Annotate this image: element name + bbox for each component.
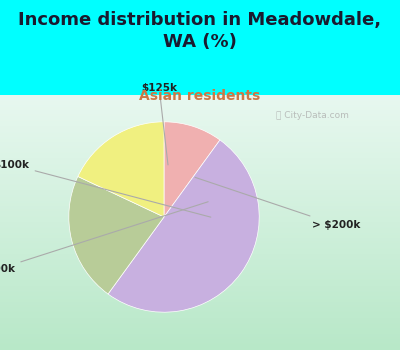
Text: > $200k: > $200k xyxy=(195,177,360,230)
Text: $200k: $200k xyxy=(0,202,208,274)
Wedge shape xyxy=(108,140,259,312)
Text: Income distribution in Meadowdale,
WA (%): Income distribution in Meadowdale, WA (%… xyxy=(18,10,382,51)
Text: $100k: $100k xyxy=(0,160,211,217)
Text: $125k: $125k xyxy=(141,84,177,165)
Wedge shape xyxy=(78,122,164,217)
Wedge shape xyxy=(164,122,220,217)
Text: Asian residents: Asian residents xyxy=(139,89,261,103)
Wedge shape xyxy=(69,176,164,294)
Text: ⓘ City-Data.com: ⓘ City-Data.com xyxy=(276,111,348,120)
